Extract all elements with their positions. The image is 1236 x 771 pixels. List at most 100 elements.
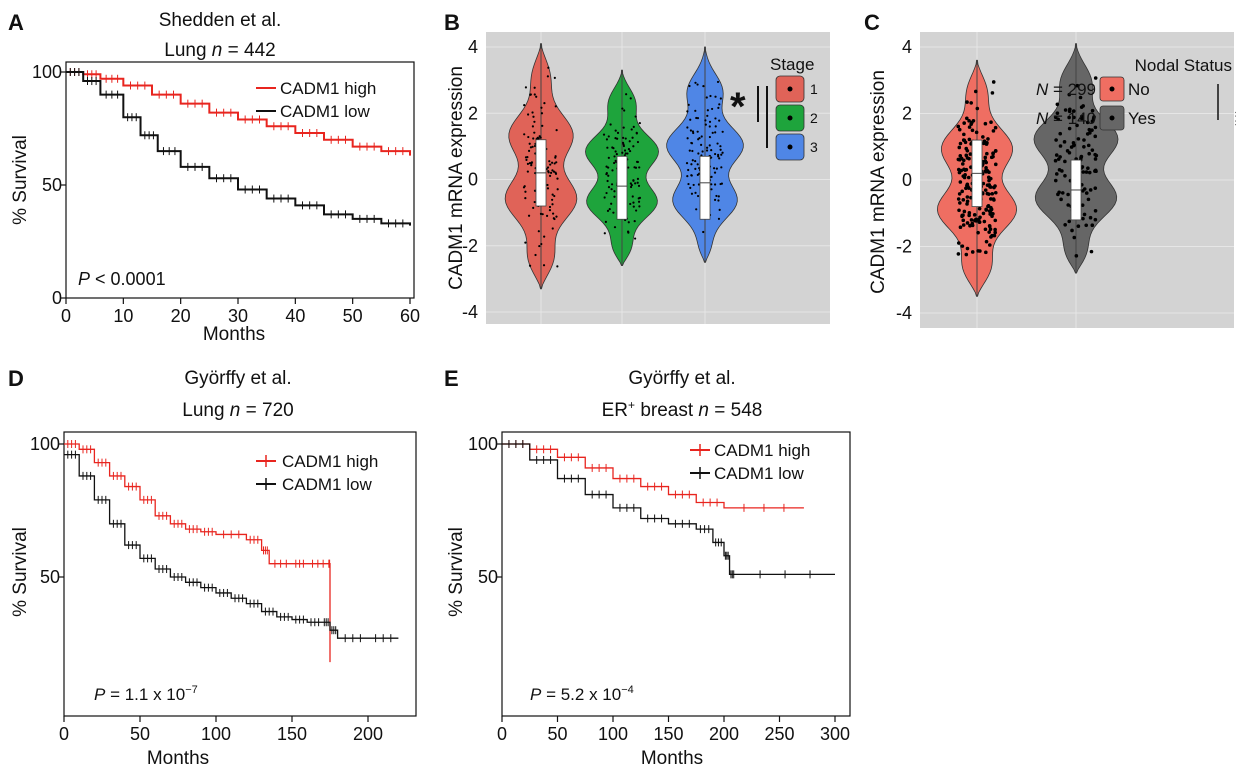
ytick-label-b-3: -2 (462, 236, 478, 256)
data-point-b-0-69 (548, 174, 552, 177)
data-point-b-2-111 (716, 80, 720, 84)
xlabel-d: Months (147, 748, 209, 769)
data-point-b-1-57 (627, 148, 631, 151)
data-point-b-2-19 (720, 166, 723, 169)
data-point-b-0-25 (551, 169, 554, 172)
series-line-a-high (66, 71, 411, 156)
xtick-label-a-4: 40 (285, 306, 305, 326)
data-point-c-0-69 (965, 100, 969, 104)
data-point-c-1-64 (1090, 119, 1095, 124)
data-point-b-0-40 (527, 214, 531, 217)
data-point-c-0-88 (965, 199, 970, 204)
data-point-b-2-59 (696, 117, 700, 120)
series-lines-a (66, 68, 411, 228)
data-point-b-0-75 (532, 137, 535, 140)
data-point-b-0-66 (555, 129, 558, 132)
data-point-b-0-24 (525, 158, 528, 162)
data-point-b-1-74 (624, 152, 627, 155)
data-point-b-1-19 (607, 156, 610, 159)
data-point-c-1-7 (1082, 138, 1086, 142)
data-point-c-1-9 (1054, 153, 1059, 157)
data-point-b-0-92 (527, 135, 530, 139)
data-point-c-1-94 (1069, 145, 1074, 149)
data-point-b-0-105 (554, 156, 557, 159)
data-point-b-1-102 (635, 209, 638, 212)
data-point-c-1-73 (1092, 115, 1096, 119)
data-point-b-0-37 (548, 209, 552, 212)
data-point-b-0-64 (554, 105, 557, 108)
data-point-c-1-89 (1072, 143, 1076, 147)
data-point-b-0-111 (529, 93, 532, 96)
data-point-c-0-78 (981, 135, 985, 139)
data-point-c-0-77 (956, 197, 961, 201)
xtick-label-a-5: 50 (343, 306, 363, 326)
data-point-b-0-48 (533, 189, 537, 192)
data-point-b-2-108 (690, 174, 693, 177)
data-point-b-0-27 (528, 264, 532, 267)
data-point-c-0-94 (965, 195, 970, 199)
data-point-c-0-102 (982, 219, 987, 224)
data-point-b-2-5 (696, 163, 699, 166)
data-point-b-2-31 (704, 123, 707, 126)
data-point-b-2-50 (708, 135, 712, 139)
data-point-c-0-79 (993, 230, 997, 235)
series-line-d-high (64, 443, 331, 663)
data-point-c-1-57 (1057, 168, 1062, 172)
legend-dot-stage-3 (787, 144, 793, 150)
data-point-c-1-51 (1058, 144, 1063, 148)
data-point-b-0-26 (524, 86, 528, 89)
data-point-c-1-68 (1086, 166, 1090, 171)
data-point-b-0-107 (530, 161, 534, 164)
data-point-c-1-24 (1090, 108, 1095, 113)
data-point-b-2-9 (708, 120, 712, 123)
data-point-c-0-64 (969, 101, 973, 105)
p-value-e: P = 5.2 x 10−4 (530, 684, 634, 704)
data-point-c-0-214 (957, 208, 961, 213)
data-point-c-1-33 (1066, 192, 1070, 197)
data-point-b-1-93 (635, 160, 639, 163)
data-point-c-0-53 (958, 225, 963, 230)
data-point-b-2-65 (690, 141, 693, 145)
data-point-b-2-24 (706, 109, 709, 112)
data-point-c-1-108 (1079, 114, 1084, 119)
data-point-b-0-79 (551, 193, 554, 196)
data-point-b-0-50 (554, 171, 557, 174)
data-point-c-0-22 (989, 197, 993, 201)
data-point-c-0-107 (960, 162, 965, 166)
data-point-b-0-76 (543, 102, 546, 105)
data-point-b-0-29 (549, 163, 552, 166)
data-point-c-0-185 (974, 219, 978, 223)
data-point-b-0-2 (524, 241, 527, 244)
data-point-b-0-94 (550, 161, 554, 164)
data-point-b-1-117 (638, 121, 641, 125)
data-point-b-1-3 (633, 220, 636, 223)
data-point-b-1-36 (611, 169, 614, 172)
data-point-b-0-45 (546, 75, 549, 78)
data-point-b-1-52 (624, 137, 627, 140)
data-point-b-1-96 (628, 149, 632, 153)
data-point-c-1-50 (1053, 158, 1058, 163)
data-point-c-1-69 (1078, 95, 1083, 100)
data-point-c-0-132 (962, 121, 966, 125)
data-point-b-2-1 (721, 151, 724, 154)
data-point-c-0-16 (985, 151, 989, 156)
data-point-c-0-105 (990, 91, 995, 95)
data-point-c-0-169 (981, 141, 986, 146)
data-point-b-0-63 (553, 194, 556, 198)
data-point-b-0-20 (540, 112, 544, 115)
data-point-b-1-34 (621, 107, 624, 110)
data-point-c-1-103 (1080, 165, 1085, 169)
data-point-c-0-49 (956, 252, 961, 256)
data-point-b-1-87 (621, 141, 625, 144)
data-point-b-1-56 (623, 149, 627, 152)
data-point-c-1-86 (1063, 173, 1067, 178)
data-point-b-0-117 (538, 244, 541, 248)
data-point-b-2-112 (717, 155, 720, 158)
data-point-c-0-58 (983, 121, 988, 126)
legend-label-low-e: CADM1 low (714, 464, 804, 483)
data-point-c-1-101 (1093, 76, 1098, 80)
data-point-c-0-101 (957, 127, 962, 132)
data-point-c-0-215 (965, 183, 970, 188)
data-point-b-0-38 (545, 214, 549, 217)
